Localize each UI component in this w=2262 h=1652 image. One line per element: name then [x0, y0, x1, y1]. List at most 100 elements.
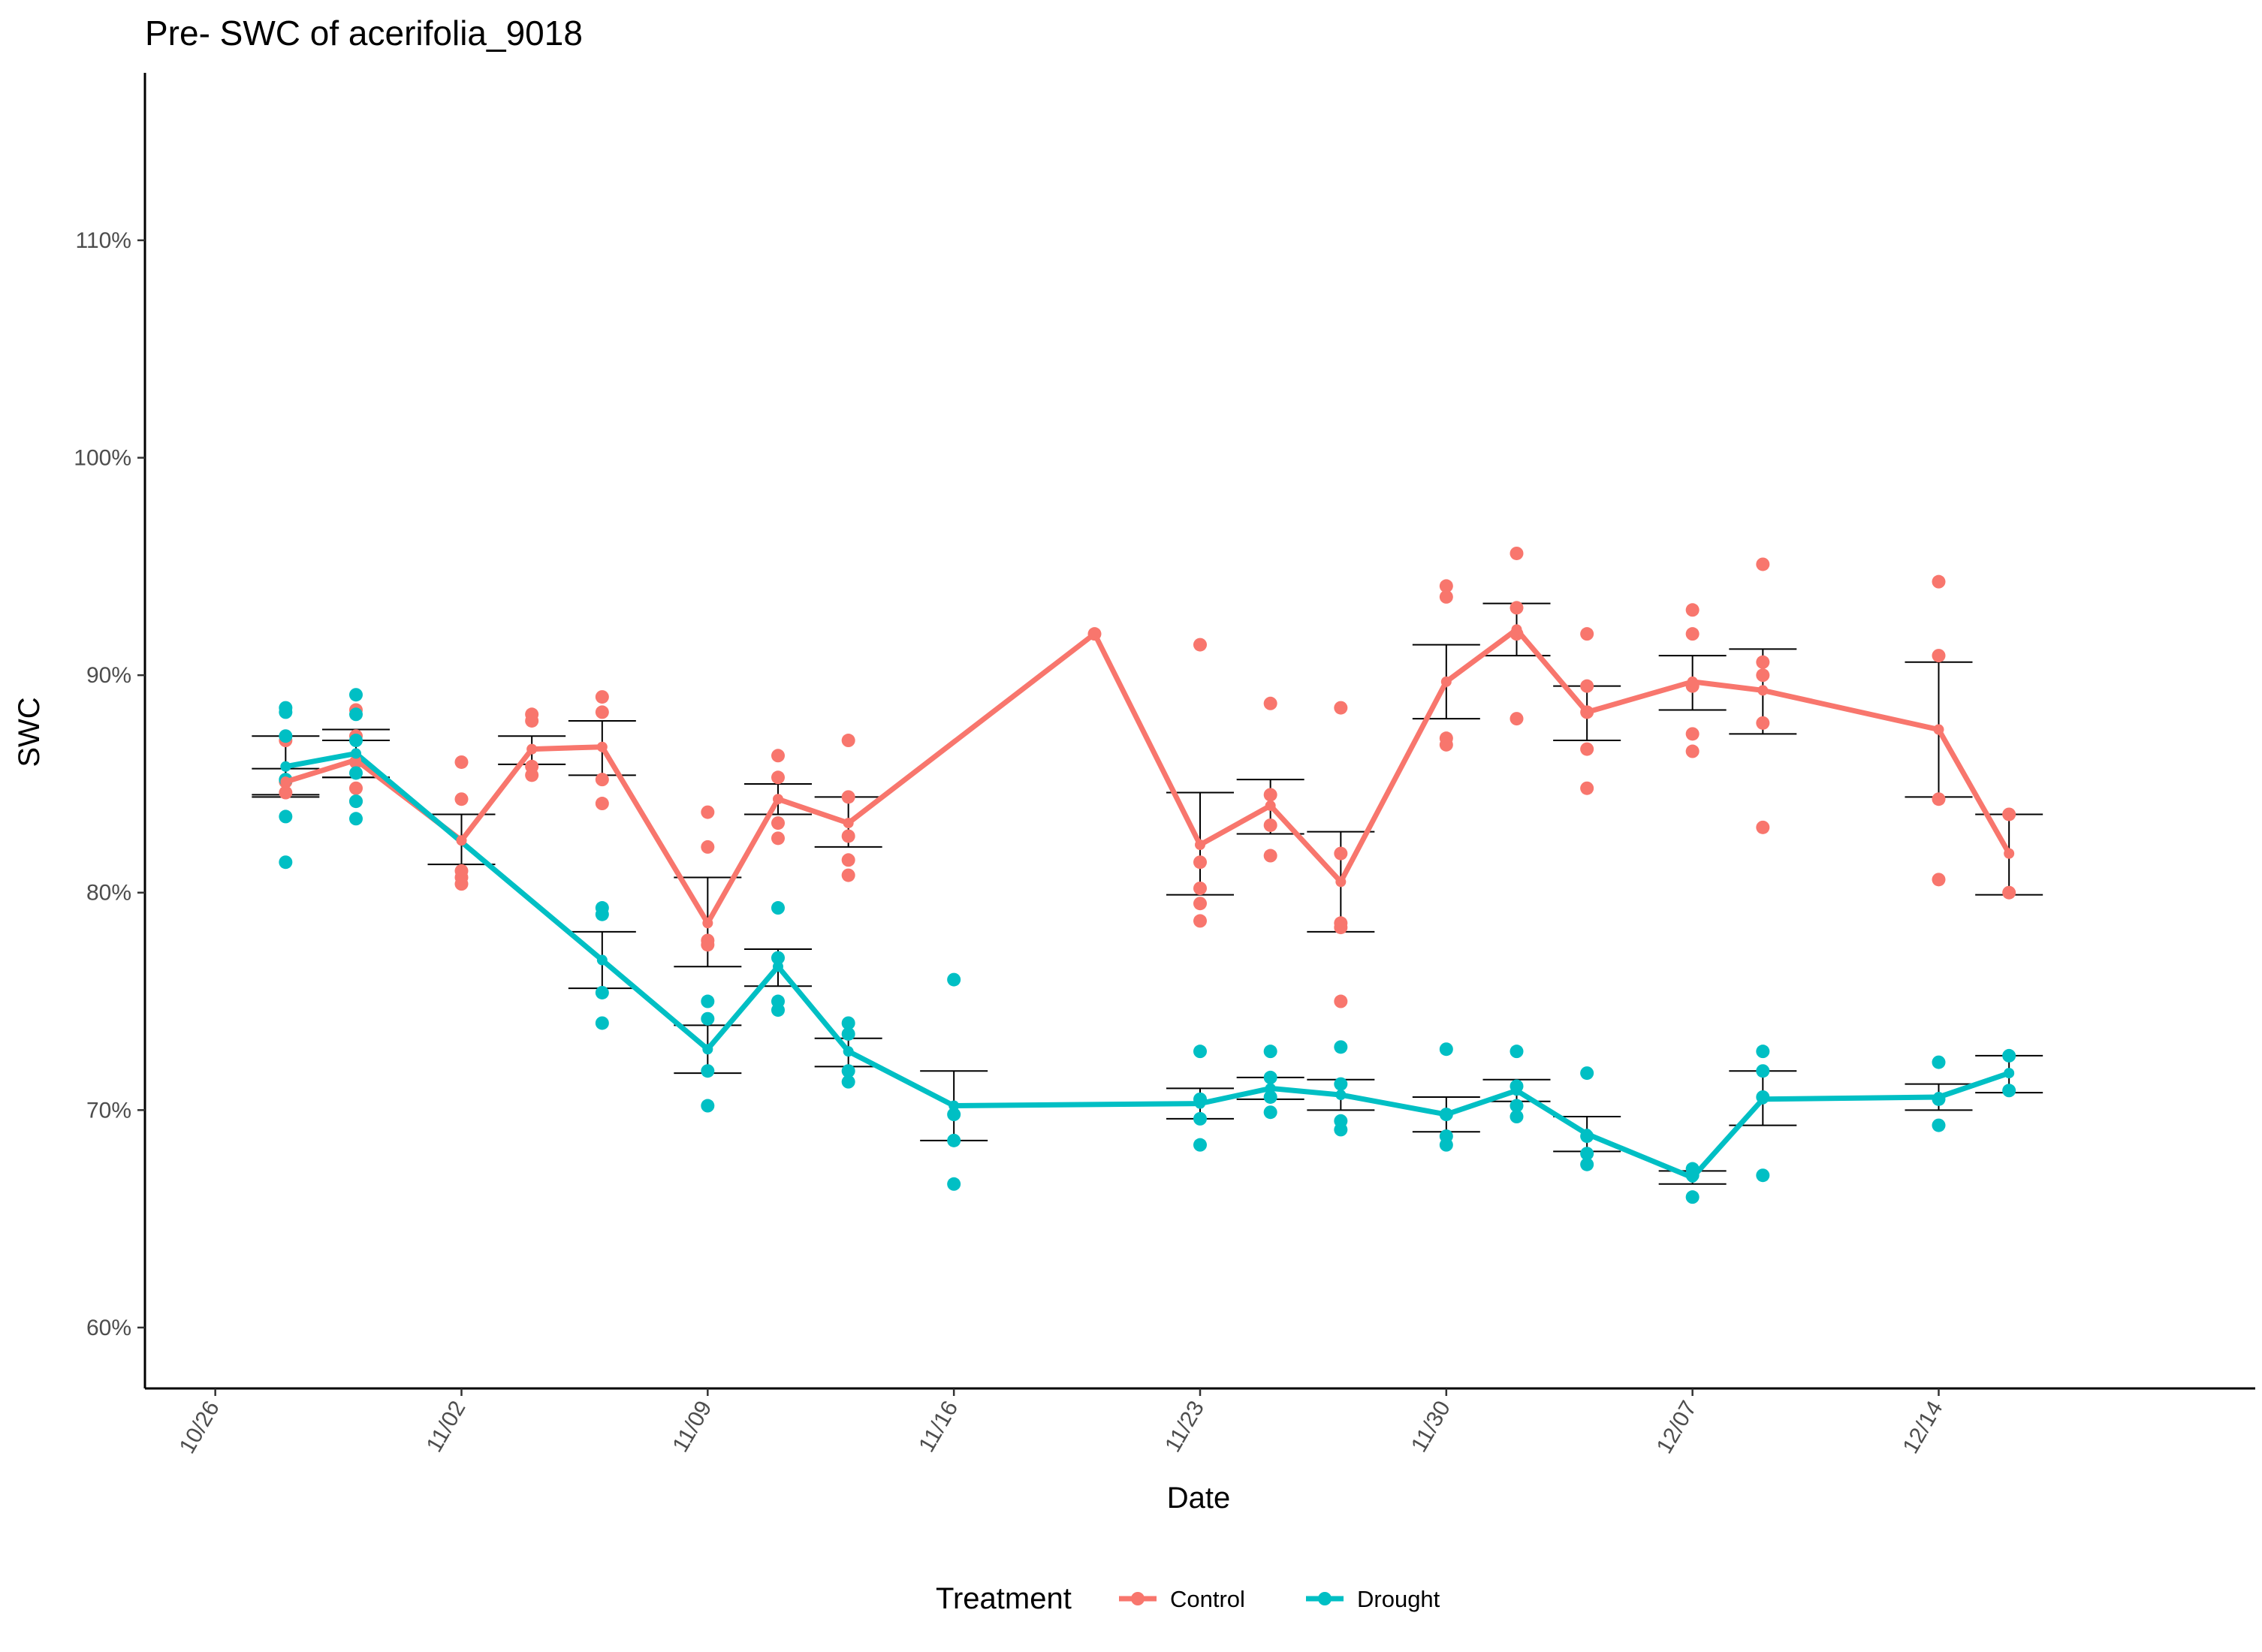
control-point	[841, 868, 855, 882]
control-point	[1334, 846, 1348, 861]
control-point	[454, 877, 469, 891]
control-point	[1439, 737, 1453, 752]
drought-point	[349, 734, 363, 748]
drought-mean-point	[1195, 1098, 1205, 1109]
drought-point	[841, 1064, 855, 1078]
control-point	[1193, 881, 1207, 895]
drought-point	[1193, 1111, 1207, 1126]
drought-point	[2002, 1048, 2016, 1063]
drought-point	[1263, 1090, 1277, 1104]
control-point	[1193, 897, 1207, 911]
control-mean-point	[1089, 629, 1100, 640]
drought-point	[1439, 1042, 1453, 1057]
data-points	[279, 546, 2016, 1204]
drought-point	[1334, 1040, 1348, 1054]
drought-mean-point	[1335, 1090, 1347, 1101]
drought-point	[1439, 1138, 1453, 1152]
drought-point	[947, 1108, 961, 1122]
control-point	[279, 785, 293, 800]
control-point	[1685, 603, 1700, 617]
y-tick-label: 80%	[86, 881, 131, 906]
y-tick-label: 110%	[75, 228, 131, 253]
control-point	[1756, 557, 1770, 571]
control-point	[1263, 849, 1277, 863]
control-point	[1193, 914, 1207, 928]
drought-point	[701, 1099, 715, 1113]
control-point	[771, 770, 785, 785]
control-point	[701, 938, 715, 952]
control-point	[1510, 601, 1524, 615]
drought-point	[1334, 1123, 1348, 1137]
control-mean-point	[1511, 624, 1522, 635]
control-point	[1932, 649, 1946, 663]
control-point	[454, 792, 469, 806]
control-point	[1510, 546, 1524, 560]
drought-point	[1193, 1045, 1207, 1059]
control-point	[525, 713, 539, 728]
chart-title: Pre- SWC of acerifolia_9018	[145, 14, 583, 53]
drought-point	[1580, 1147, 1594, 1161]
control-point	[1932, 873, 1946, 887]
control-point	[841, 829, 855, 843]
drought-point	[1510, 1099, 1524, 1113]
drought-mean-point	[773, 961, 783, 972]
drought-mean-point	[1757, 1093, 1769, 1105]
drought-point	[595, 985, 609, 999]
control-point	[1263, 788, 1277, 802]
drought-point	[1510, 1110, 1524, 1124]
control-point	[841, 790, 855, 804]
control-mean-point	[1335, 876, 1347, 888]
drought-point	[279, 809, 293, 824]
drought-mean-point	[1687, 1172, 1698, 1183]
control-mean-point	[843, 818, 854, 829]
drought-point	[349, 707, 363, 722]
drought-point	[701, 1011, 715, 1026]
control-point	[1263, 696, 1277, 710]
control-point	[1756, 668, 1770, 683]
control-mean-point	[702, 918, 713, 929]
y-axis: 60% 70% 80% 90% 100% 110%	[74, 73, 146, 1388]
control-point	[595, 797, 609, 811]
control-mean-point	[596, 741, 608, 752]
control-point	[1756, 820, 1770, 834]
control-point	[771, 749, 785, 763]
control-point	[349, 781, 363, 795]
drought-point	[595, 907, 609, 921]
y-axis-title: SWC	[13, 697, 46, 767]
drought-point	[1685, 1190, 1700, 1204]
drought-mean-point	[949, 1100, 960, 1111]
drought-point	[1334, 1077, 1348, 1091]
y-tick-label: 60%	[86, 1316, 131, 1340]
drought-point	[1580, 1066, 1594, 1081]
drought-point	[2002, 1084, 2016, 1098]
control-mean-point	[1757, 685, 1769, 696]
drought-point	[841, 1016, 855, 1030]
drought-point	[349, 812, 363, 826]
y-tick-label: 70%	[86, 1098, 131, 1123]
drought-point	[947, 1133, 961, 1147]
control-point	[841, 734, 855, 748]
drought-point	[279, 705, 293, 719]
control-point	[1439, 579, 1453, 593]
drought-point	[349, 688, 363, 702]
control-mean-point	[2004, 848, 2015, 859]
control-point	[1685, 627, 1700, 641]
drought-legend-marker	[1318, 1592, 1332, 1605]
control-legend-label: Control	[1170, 1586, 1245, 1612]
control-point	[1263, 818, 1277, 832]
drought-mean-point	[1265, 1083, 1276, 1094]
control-mean-point	[526, 743, 538, 755]
control-point	[1756, 655, 1770, 669]
drought-point	[1580, 1157, 1594, 1171]
drought-point	[841, 1026, 855, 1041]
legend-title: Treatment	[936, 1582, 1072, 1615]
control-point	[1685, 744, 1700, 758]
control-point	[1685, 727, 1700, 741]
drought-mean-point	[702, 1044, 713, 1055]
drought-mean-point	[2004, 1068, 2015, 1079]
drought-point	[349, 794, 363, 809]
control-point	[1193, 638, 1207, 652]
control-point	[454, 755, 469, 769]
